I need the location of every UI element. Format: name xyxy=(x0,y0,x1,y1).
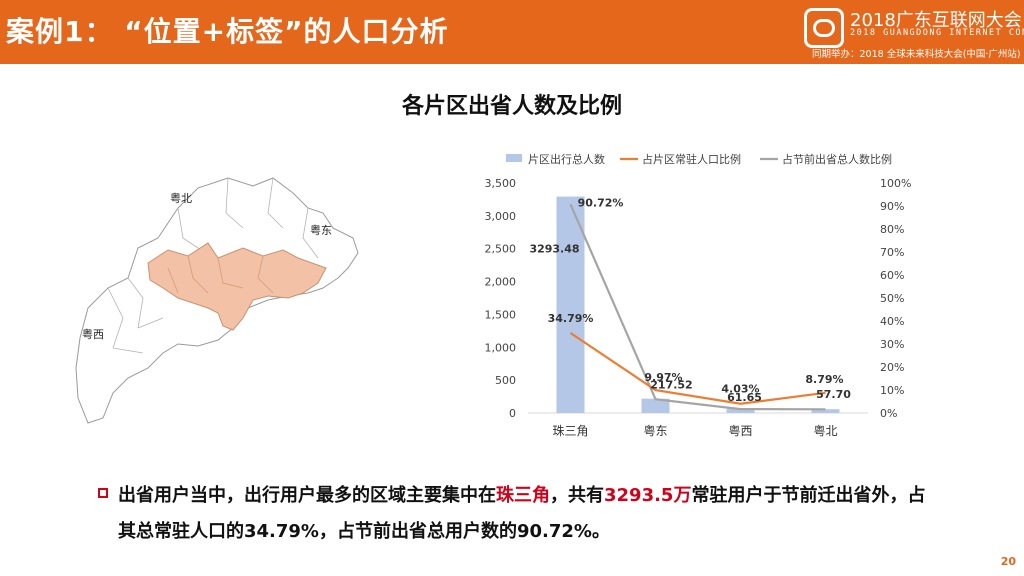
right-axis-tick-label: 70% xyxy=(880,246,904,259)
legend-label: 占片区常驻人口比例 xyxy=(642,152,741,166)
summary-part-3: 常驻用户于节前迁出省外，占其总常驻人口的34.79%，占节前出省总用户数的90.… xyxy=(118,485,926,542)
bar-data-label: 57.70 xyxy=(816,388,851,401)
left-axis-tick-label: 2,500 xyxy=(485,243,517,256)
map-label-yuexi: 粤西 xyxy=(82,328,104,341)
conference-logo-icon xyxy=(804,8,844,48)
combo-chart: 0 500 1,000 1,500 2,000 2,500 3,000 3,500 0% 10% 2… xyxy=(485,152,912,438)
right-axis-tick-label: 40% xyxy=(880,315,904,328)
bar xyxy=(641,398,670,413)
bullet-icon xyxy=(98,488,108,498)
series-line xyxy=(569,203,826,411)
right-axis-tick-label: 10% xyxy=(880,384,904,397)
page-number: 20 xyxy=(1000,555,1016,568)
right-axis-tick-label: 60% xyxy=(880,269,904,282)
legend-label: 占节前出省总人数比例 xyxy=(782,152,892,166)
line-data-label: 4.03% xyxy=(721,383,759,396)
left-axis-tick-label: 500 xyxy=(495,374,516,387)
header-bar: 案例1： “位置+标签”的人口分析 2018广东互联网大会 2018 GUANG… xyxy=(0,0,1024,64)
line-data-label: 8.79% xyxy=(805,373,843,386)
summary-highlight-number: 3293.5万 xyxy=(604,485,692,506)
line-data-label: 90.72% xyxy=(578,196,624,209)
right-axis-tick-label: 0% xyxy=(880,407,897,420)
summary-part-2: ，共有 xyxy=(550,485,604,506)
chart-title: 各片区出省人数及比例 xyxy=(401,94,622,119)
right-axis-tick-label: 50% xyxy=(880,292,904,305)
bar-data-label: 61.65 xyxy=(727,391,762,404)
bar xyxy=(811,409,840,413)
conference-subtitle: 同期举办：2018 全球未来科技大会(中国·广州站) xyxy=(812,49,1021,60)
summary-part-1: 出省用户当中，出行用户最多的区域主要集中在 xyxy=(118,485,496,506)
legend-label: 片区出行总人数 xyxy=(528,152,605,166)
left-axis-tick-label: 2,000 xyxy=(485,276,517,289)
page-title: 案例1： “位置+标签”的人口分析 xyxy=(6,15,449,48)
legend-swatch xyxy=(506,154,522,162)
right-axis-tick-label: 30% xyxy=(880,338,904,351)
line-data-label: 34.79% xyxy=(548,312,594,325)
right-axis-tick-label: 20% xyxy=(880,361,904,374)
conference-title: 2018广东互联网大会 xyxy=(850,10,1022,31)
summary-text: 出省用户当中，出行用户最多的区域主要集中在珠三角，共有3293.5万常驻用户于节… xyxy=(118,478,938,550)
left-axis-tick-label: 1,000 xyxy=(485,341,517,354)
map-label-yuedong: 粤东 xyxy=(310,224,332,237)
bar-data-label: 217.52 xyxy=(650,379,692,392)
category-label: 粤东 xyxy=(643,423,667,438)
category-label: 珠三角 xyxy=(552,424,588,438)
left-axis-tick-label: 3,500 xyxy=(485,177,517,190)
bar-data-label: 3293.48 xyxy=(529,243,579,256)
conference-english-title: 2018 GUANGDONG INTERNET CONFERENCE xyxy=(850,28,1024,38)
guangdong-map: 粤北 粤东 粤西 xyxy=(68,168,368,432)
category-label: 粤北 xyxy=(813,423,837,438)
map-label-yuebei: 粤北 xyxy=(170,192,192,205)
series-line xyxy=(569,332,826,405)
left-axis-tick-label: 1,500 xyxy=(485,308,517,321)
bar xyxy=(556,196,585,413)
category-label: 粤西 xyxy=(728,423,752,438)
left-axis-tick-label: 3,000 xyxy=(485,210,517,223)
line-data-label: 9.97% xyxy=(644,371,682,384)
right-axis-tick-label: 80% xyxy=(880,223,904,236)
left-axis-tick-label: 0 xyxy=(509,407,516,420)
bar xyxy=(726,408,755,413)
region-map-icon xyxy=(75,177,359,424)
summary-highlight-region: 珠三角 xyxy=(496,485,550,506)
right-axis-tick-label: 100% xyxy=(880,177,911,190)
right-axis-tick-label: 90% xyxy=(880,200,904,213)
